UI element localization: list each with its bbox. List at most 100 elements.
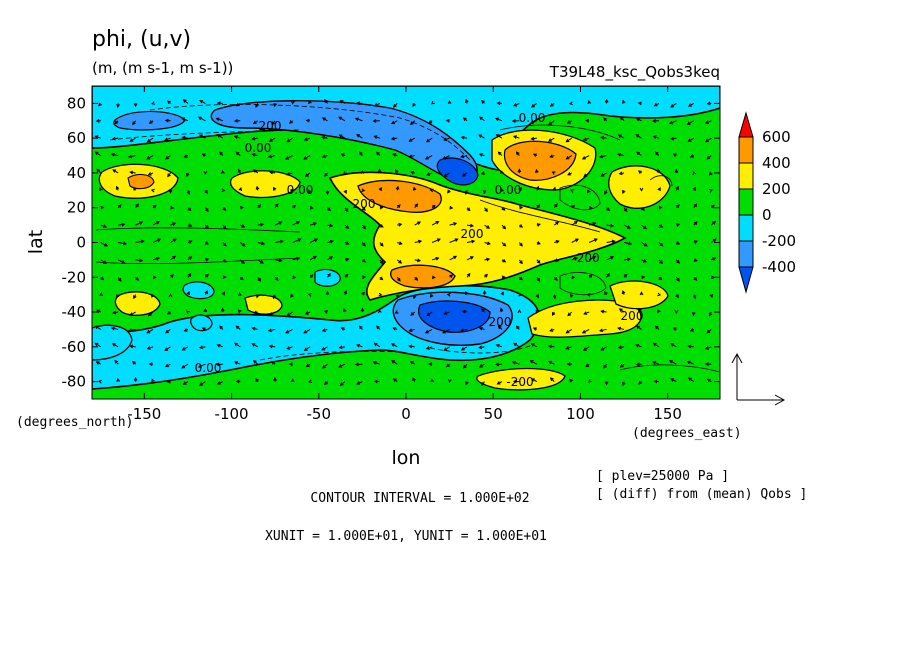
colorbar-bin-200-400 <box>738 162 754 190</box>
wind-vector-head <box>600 135 605 140</box>
x-tick-label: 100 <box>566 405 595 423</box>
x-tick-label: 0 <box>401 405 411 423</box>
wind-vector-head <box>354 362 359 367</box>
wind-vector-head <box>155 221 160 225</box>
wind-vector-head <box>603 364 607 369</box>
wind-vector <box>286 311 293 316</box>
wind-vector-head <box>361 188 366 193</box>
wind-vector <box>588 238 598 243</box>
wind-vector <box>432 257 439 261</box>
wind-vector-head <box>151 378 155 383</box>
wind-vector-head <box>464 98 469 103</box>
y-tick-label: -20 <box>62 268 87 286</box>
field-s-positive-2 <box>244 294 283 315</box>
y-tick-label: -40 <box>62 303 87 321</box>
wind-vector-head <box>464 190 469 195</box>
wind-vector-head <box>238 186 243 192</box>
wind-vector-head <box>658 205 663 210</box>
wind-vector-head <box>482 290 487 294</box>
wind-vector <box>466 240 475 243</box>
wind-vector <box>128 155 136 158</box>
wind-vector-head <box>151 293 155 298</box>
x-tick-label: -150 <box>127 405 161 423</box>
wind-vector <box>135 221 143 226</box>
wind-vector-head <box>511 119 516 123</box>
wind-vector-head <box>321 117 326 121</box>
wind-vector-head <box>628 241 633 246</box>
wind-vector-head <box>222 258 227 263</box>
wind-vector <box>582 155 590 160</box>
colorbar-bin-0-200 <box>738 188 754 216</box>
field-small-cyan-2 <box>190 314 213 332</box>
wind-vector-head <box>286 138 291 143</box>
wind-vector-head <box>469 256 474 260</box>
wind-vector-head <box>257 204 262 209</box>
wind-vector-head <box>285 330 290 334</box>
colorbar: 600 400 200 0 -200 -400 <box>738 111 796 294</box>
wind-vector-head <box>704 346 709 350</box>
wind-vector-head <box>291 100 295 105</box>
wind-vector-head <box>672 327 677 331</box>
wind-vector <box>449 222 457 226</box>
wind-vector-head <box>622 99 626 104</box>
wind-vector-field <box>94 98 717 387</box>
plev-info: [ plev=25000 Pa ] <box>596 469 729 484</box>
colorbar-label: 0 <box>762 206 772 224</box>
wind-vector-head <box>116 104 120 109</box>
wind-vector-head <box>296 256 301 261</box>
wind-vector-head <box>484 273 488 278</box>
wind-vector-head <box>465 381 469 386</box>
wind-vector-head <box>241 260 246 265</box>
wind-vector-head <box>222 275 227 280</box>
wind-vector-head <box>549 154 554 158</box>
wind-vector-head <box>129 344 134 349</box>
wind-vector-head <box>600 347 605 351</box>
field-e-positive <box>608 165 671 209</box>
wind-vector-head <box>453 255 458 260</box>
wind-vector-head <box>164 347 169 351</box>
wind-vector-head <box>536 277 541 282</box>
wind-vector-head <box>442 156 447 160</box>
wind-vector-head <box>529 120 534 125</box>
wind-vector-head <box>272 186 277 191</box>
wind-vector-head <box>670 104 675 108</box>
wind-vector-head <box>512 379 517 384</box>
wind-vector-head <box>638 307 642 312</box>
wind-vector-head <box>292 275 297 280</box>
wind-vector-head <box>618 171 623 176</box>
wind-vector-head <box>599 154 604 159</box>
wind-vector-head <box>321 347 326 351</box>
wind-vector-head <box>116 377 120 382</box>
chart-title: phi, (u,v) <box>92 27 191 52</box>
wind-vector-head <box>222 225 227 230</box>
wind-vector-head <box>241 224 246 228</box>
wind-vector-head <box>599 328 604 333</box>
wind-vector-head <box>172 222 177 226</box>
wind-vector-head <box>168 293 173 298</box>
wind-vector-head <box>204 190 208 194</box>
wind-vector-head <box>297 238 302 242</box>
wind-vector-head <box>273 103 277 108</box>
wind-vector-head <box>651 119 656 123</box>
wind-vector-head <box>395 294 400 299</box>
wind-vector-head <box>552 186 557 191</box>
field-small-cyan-1 <box>182 281 215 300</box>
wind-vector-head <box>147 172 152 176</box>
wind-vector-head <box>447 189 451 194</box>
field-ne-orange <box>503 140 577 181</box>
wind-vector-head <box>570 189 575 193</box>
wind-vector-head <box>654 151 659 156</box>
wind-vector-head <box>260 222 265 227</box>
wind-vector-head <box>309 274 314 278</box>
wind-vector-head <box>201 327 206 331</box>
wind-vector-head <box>712 220 717 225</box>
wind-vector-head <box>604 381 609 386</box>
wind-vector-head <box>251 326 256 331</box>
wind-vector-head <box>606 207 611 212</box>
y-tick-label: 80 <box>67 94 86 112</box>
wind-vector-head <box>460 347 465 351</box>
wind-vector-head <box>418 239 423 244</box>
wind-vector-head <box>460 135 465 140</box>
wind-vector-head <box>362 207 366 211</box>
x-axis-label: lon <box>392 447 421 469</box>
